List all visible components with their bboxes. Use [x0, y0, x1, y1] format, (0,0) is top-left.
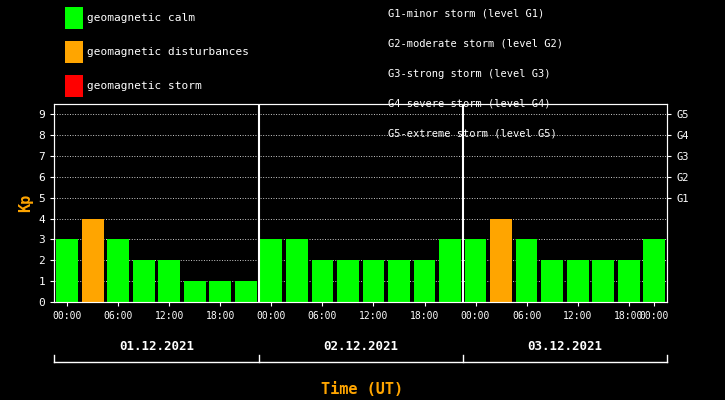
Text: G4-severe storm (level G4): G4-severe storm (level G4) [388, 99, 550, 109]
Text: G5-extreme storm (level G5): G5-extreme storm (level G5) [388, 129, 557, 139]
Text: 03.12.2021: 03.12.2021 [527, 340, 602, 352]
Text: Time (UT): Time (UT) [321, 382, 404, 398]
Bar [184, 281, 206, 302]
Bar [210, 281, 231, 302]
Bar [542, 260, 563, 302]
Bar [465, 240, 486, 302]
Bar [57, 240, 78, 302]
Bar [388, 260, 410, 302]
Bar [439, 240, 461, 302]
Bar [260, 240, 282, 302]
Bar [592, 260, 614, 302]
Bar [235, 281, 257, 302]
Bar [158, 260, 180, 302]
Y-axis label: Kp: Kp [18, 194, 33, 212]
Bar [82, 219, 104, 302]
Text: G3-strong storm (level G3): G3-strong storm (level G3) [388, 69, 550, 79]
Bar [618, 260, 639, 302]
Text: geomagnetic calm: geomagnetic calm [87, 13, 195, 23]
Bar [133, 260, 154, 302]
Text: geomagnetic disturbances: geomagnetic disturbances [87, 47, 249, 57]
Bar [362, 260, 384, 302]
Bar [107, 240, 129, 302]
Bar [567, 260, 589, 302]
Text: 01.12.2021: 01.12.2021 [119, 340, 194, 352]
Bar [286, 240, 307, 302]
Text: geomagnetic storm: geomagnetic storm [87, 81, 202, 91]
Text: 02.12.2021: 02.12.2021 [323, 340, 398, 352]
Bar [312, 260, 334, 302]
Bar [515, 240, 537, 302]
Bar [337, 260, 359, 302]
Text: G2-moderate storm (level G2): G2-moderate storm (level G2) [388, 39, 563, 49]
Text: G1-minor storm (level G1): G1-minor storm (level G1) [388, 9, 544, 19]
Bar [490, 219, 512, 302]
Bar [414, 260, 435, 302]
Bar [643, 240, 665, 302]
